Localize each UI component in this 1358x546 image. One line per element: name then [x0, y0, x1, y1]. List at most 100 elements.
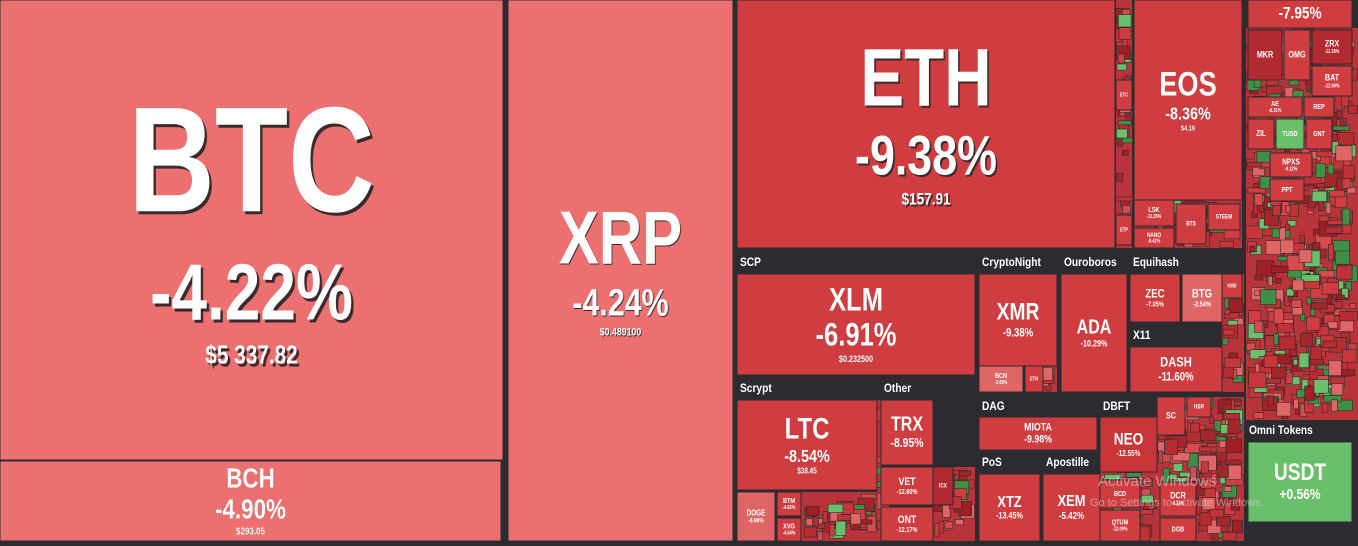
tile-label: ZIL: [1256, 128, 1266, 138]
group-name: DAG: [982, 400, 1005, 413]
coin-symbol: AE: [1271, 101, 1279, 109]
small-tile: [1267, 395, 1274, 407]
small-tile: [1224, 357, 1242, 368]
coin-change: -12.09%: [1113, 526, 1128, 532]
small-tile: [1347, 105, 1358, 114]
coin-tile: [1247, 0, 1353, 29]
coin-tile: [1247, 118, 1275, 150]
coin-tile: [1133, 199, 1175, 227]
coin-price: $38.45: [797, 466, 817, 476]
small-tile: [1189, 466, 1197, 482]
coin-symbol: ETN: [1030, 376, 1038, 382]
coin-change: -9.98%: [1024, 434, 1052, 446]
small-tile: [1292, 279, 1304, 291]
tile-label: MKR: [1257, 50, 1273, 60]
small-tile: [1321, 282, 1340, 295]
group-header: PoS: [982, 456, 1002, 469]
coin-tile: [1269, 152, 1313, 178]
small-tile: [1254, 193, 1264, 206]
coin-tile: [1115, 79, 1133, 111]
small-tile: [1299, 235, 1305, 243]
small-tile: [1336, 294, 1345, 300]
coin-tile: [978, 365, 1024, 393]
group-header-bar: [1061, 252, 1127, 272]
small-tile: [1116, 63, 1127, 71]
coin-tile: [1099, 479, 1141, 509]
tile-label: GNT: [1313, 130, 1325, 138]
small-tile: [1335, 145, 1353, 162]
small-tile: [827, 503, 844, 513]
coin-symbol: HSR: [1194, 404, 1204, 411]
tile-label: NANO-8.41%: [1147, 232, 1161, 243]
group-header-bar: [979, 252, 1057, 272]
small-tile: [1308, 359, 1325, 366]
small-tile: [1265, 240, 1283, 255]
coin-symbol: ETH: [860, 31, 991, 123]
small-tile: [1266, 378, 1281, 384]
small-tile: [817, 523, 826, 529]
small-tile: [1116, 137, 1123, 147]
coin-change: -13.45%: [996, 511, 1023, 521]
small-tile: [1285, 205, 1291, 214]
group-header-bar: [1130, 252, 1242, 272]
group-header-bar: [1246, 420, 1358, 440]
coin-symbol: BCN: [995, 373, 1007, 381]
coin-tile: [1159, 481, 1197, 517]
small-tile: [1291, 299, 1302, 308]
coin-tile: [1133, 0, 1243, 201]
small-tile: [1224, 309, 1230, 315]
coin-change: -4.22%: [150, 248, 353, 337]
coin-symbol: ZEC: [1145, 287, 1164, 300]
group-header: Apostille: [1046, 456, 1089, 469]
small-tile: [1310, 346, 1322, 362]
small-tile: [1270, 265, 1289, 274]
coin-symbol: BTM: [783, 498, 795, 506]
small-tile: [1341, 287, 1349, 299]
coin-tile: [1283, 29, 1311, 81]
group-headers: SCP CryptoNight Ouroboros Equihash X11 Scrypt…: [737, 252, 1358, 472]
small-tile: [1199, 446, 1218, 452]
coin-symbol: ETP: [1120, 227, 1128, 233]
group-name: PoS: [982, 456, 1002, 469]
coin-symbol: PPT: [1282, 186, 1293, 194]
coin-symbol: NPXS: [1282, 157, 1300, 167]
coin-price: $0.489100: [600, 327, 642, 339]
small-tile: [835, 520, 847, 536]
coin-tile: [507, 0, 734, 542]
group-header-bar: [737, 378, 877, 398]
coin-tile: [1159, 517, 1197, 542]
small-tile: [806, 506, 820, 516]
coin-change: -12.55%: [1117, 448, 1141, 458]
coin-symbol: XTZ: [997, 494, 1021, 512]
small-tile: [1125, 115, 1132, 126]
small-tile: [954, 519, 964, 526]
small-tile: [1115, 196, 1134, 202]
coin-tile: [1024, 365, 1044, 393]
tile-label: HSR: [1194, 404, 1204, 411]
coin-change: -3.68%: [995, 380, 1008, 386]
small-tile: [1247, 162, 1263, 168]
small-tile: [1223, 486, 1233, 493]
coin-symbol: OMG: [1288, 50, 1305, 60]
tile-label: OMG: [1288, 50, 1305, 60]
coin-tile: [1175, 203, 1207, 245]
coin-tile: [1042, 473, 1101, 542]
small-tile: [1254, 290, 1261, 296]
small-tile: [1286, 288, 1295, 297]
small-tile: [1327, 163, 1334, 175]
tile-label: ETN: [1030, 376, 1038, 382]
coin-change: -8.31%: [1269, 108, 1282, 114]
group-header: Ouroboros: [1064, 256, 1117, 269]
coin-tile: [1275, 118, 1305, 150]
small-tile: [1248, 371, 1267, 389]
small-tile: [1225, 459, 1242, 465]
coin-symbol: LTC: [785, 411, 830, 445]
small-tile: [1222, 412, 1240, 420]
watermark-title: Activate Windows: [1098, 473, 1216, 490]
tile-label: BCD: [1114, 490, 1126, 498]
group-header-bar: [737, 252, 975, 272]
small-tile: [1249, 349, 1266, 360]
tile-label: ZEC-7.05%: [1145, 287, 1164, 308]
small-tile: [1335, 249, 1350, 265]
coin-tile: [978, 473, 1041, 542]
